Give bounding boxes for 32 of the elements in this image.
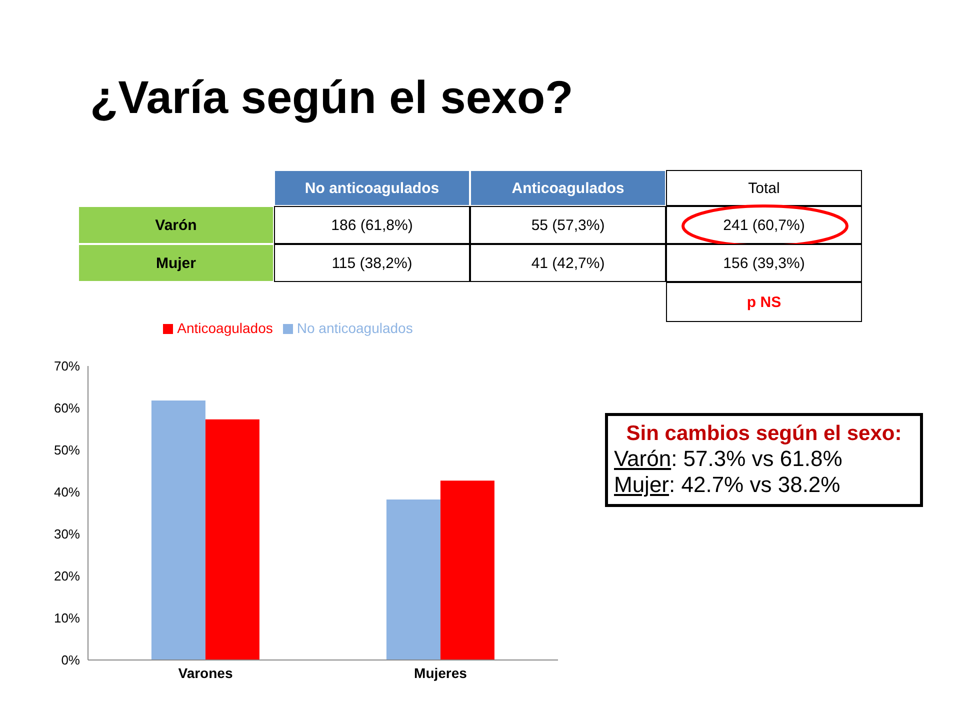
y-tick-label: 60%	[54, 400, 80, 416]
y-tick-label: 40%	[54, 484, 80, 500]
text: Mujer	[78, 244, 274, 282]
y-tick-label: 10%	[54, 610, 80, 626]
text: Varón: 57.3% vs 61.8%	[614, 446, 844, 472]
y-tick-label: 70%	[54, 358, 80, 374]
text: No anticoagulados	[274, 170, 470, 206]
bar	[151, 400, 206, 660]
text: Anticoagulados	[470, 170, 666, 206]
legend-label: No anticoagulados	[296, 320, 413, 336]
bar	[386, 500, 440, 660]
text: 241 (60,7%)	[666, 206, 862, 244]
text: Sin cambios según el sexo:	[625, 422, 903, 446]
bar	[205, 419, 260, 660]
text: 41 (42,7%)	[470, 244, 666, 282]
text: 115 (38,2%)	[274, 244, 470, 282]
chart-title: ¿Varía según el sexo?	[90, 70, 574, 124]
legend-label: Anticoagulados	[177, 320, 273, 336]
text: 55 (57,3%)	[470, 206, 666, 244]
y-tick-label: 30%	[54, 526, 80, 542]
text: 186 (61,8%)	[274, 206, 470, 244]
x-tick-label: Mujeres	[414, 664, 468, 681]
text: Mujer: 42.7% vs 38.2%	[614, 472, 842, 498]
text: 156 (39,3%)	[666, 244, 862, 282]
y-tick-label: 0%	[61, 652, 80, 668]
text: p NS	[666, 282, 862, 322]
bar	[440, 480, 494, 660]
x-tick-label: Varones	[178, 664, 233, 681]
y-tick-label: 50%	[54, 442, 80, 458]
y-tick-label: 20%	[54, 568, 80, 584]
text: Varón	[78, 206, 274, 244]
text: Total	[666, 170, 862, 206]
